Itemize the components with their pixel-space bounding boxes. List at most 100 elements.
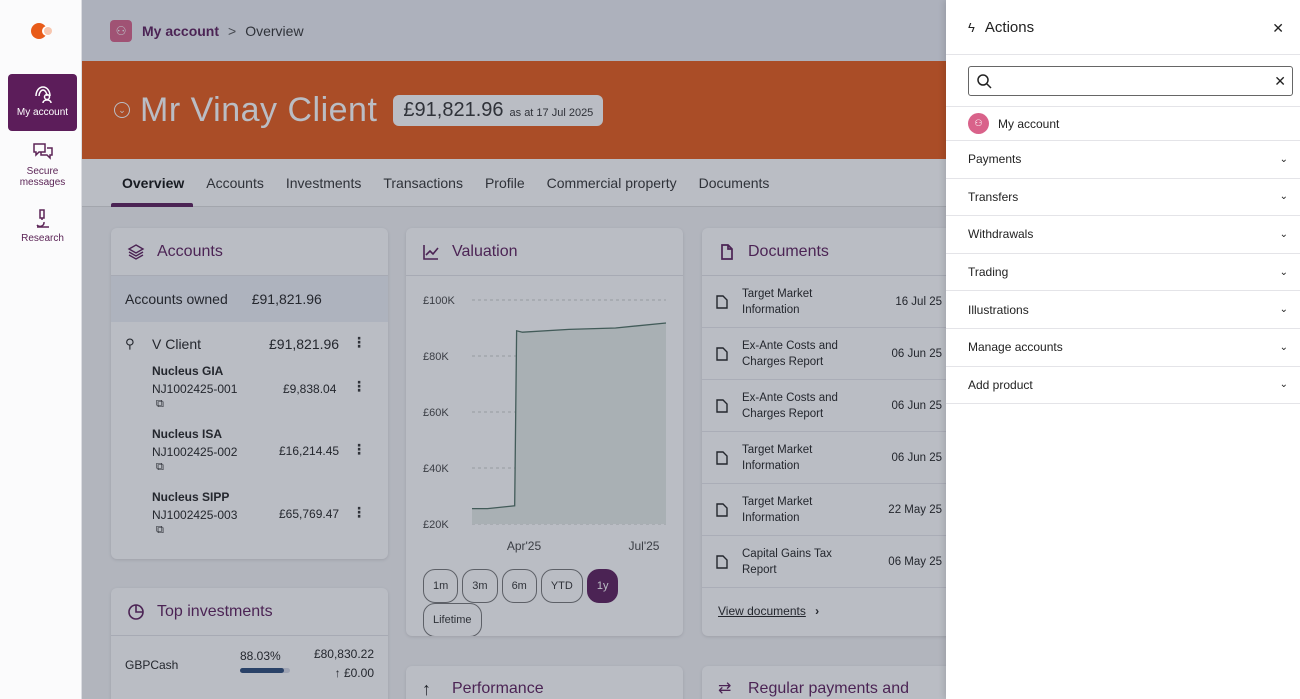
- tab-investments[interactable]: Investments: [285, 174, 362, 191]
- accounts-owned-label: Accounts owned: [125, 291, 228, 307]
- repeat-icon: ⇄: [718, 680, 732, 697]
- view-documents[interactable]: View documents ›: [702, 588, 946, 618]
- action-illustrations[interactable]: Illustrations ⌄: [946, 291, 1300, 329]
- chevron-down-icon: ⌄: [1279, 153, 1288, 165]
- account-id: NJ1002425-003: [152, 508, 238, 522]
- y-tick-label: £80K: [423, 351, 449, 363]
- list-item[interactable]: Nucleus GIA NJ1002425-001 £9,838.04 ⋮ ⧉: [111, 364, 388, 427]
- file-icon: [716, 554, 728, 569]
- list-item[interactable]: Target Market Information 06 Jun 25: [702, 432, 946, 484]
- layers-icon: [127, 243, 145, 260]
- close-icon[interactable]: ✕: [1272, 20, 1284, 36]
- list-item[interactable]: Ex-Ante Costs and Charges Report 06 Jun 2…: [702, 328, 946, 380]
- rail-item-my-account[interactable]: My account: [8, 74, 77, 131]
- period-ytd[interactable]: YTD: [540, 569, 583, 603]
- actions-panel: ϟ Actions ✕ ✕ ⚇ My account Payments ⌄ Tra…: [946, 0, 1300, 699]
- tab-documents[interactable]: Documents: [698, 174, 770, 191]
- holder-value: £91,821.96: [269, 336, 340, 352]
- y-tick-label: £60K: [423, 407, 449, 419]
- chat-bubbles-icon: [32, 143, 53, 160]
- tab-accounts[interactable]: Accounts: [206, 174, 264, 191]
- card-header: Accounts: [111, 228, 388, 276]
- client-header: ⌄ Mr Vinay Client £91,821.96 as at 17 Ju…: [82, 61, 946, 159]
- breadcrumb-current: Overview: [245, 22, 304, 39]
- list-item[interactable]: Target Market Information 22 May 25: [702, 484, 946, 536]
- file-icon: [716, 502, 728, 517]
- copy-icon[interactable]: ⧉: [156, 461, 164, 473]
- document-title: Target Market Information: [742, 495, 813, 524]
- microscope-icon: [35, 209, 49, 228]
- my-account-label: My account: [998, 116, 1060, 131]
- accounts-card: Accounts Accounts owned £91,821.96 ⚲ V C…: [111, 228, 388, 559]
- accounts-owned-value: £91,821.96: [251, 291, 322, 307]
- action-label: Add product: [968, 377, 1033, 392]
- action-payments[interactable]: Payments ⌄: [946, 141, 1300, 179]
- list-item[interactable]: Nucleus ISA NJ1002425-002 £16,214.45 ⋮ ⧉: [111, 427, 388, 490]
- action-add-product[interactable]: Add product ⌄: [946, 367, 1300, 405]
- action-label: Manage accounts: [968, 340, 1063, 355]
- series-line: [472, 322, 667, 510]
- performance-card: ↑ Performance: [406, 666, 683, 699]
- period-1y[interactable]: 1y: [586, 569, 619, 603]
- clear-search-icon[interactable]: ✕: [1274, 73, 1286, 89]
- user-icon: ⚲: [125, 336, 135, 351]
- more-icon[interactable]: ⋮: [352, 441, 366, 457]
- tab-commercial-property[interactable]: Commercial property: [546, 174, 677, 191]
- action-trading[interactable]: Trading ⌄: [946, 254, 1300, 292]
- document-date: 06 May 25: [888, 555, 942, 568]
- line-chart-icon: [423, 244, 439, 260]
- account-badge-icon: ⚇: [110, 19, 132, 42]
- my-account-item[interactable]: ⚇ My account: [946, 107, 1300, 141]
- more-icon[interactable]: ⋮: [352, 504, 366, 520]
- more-icon[interactable]: ⋮: [352, 378, 366, 394]
- table-row[interactable]: GBPCash 88.03% £80,830.22 ↑ £0.00: [111, 636, 388, 696]
- x-tick-label: Jul'25: [629, 539, 660, 553]
- document-title: Ex-Ante Costs and Charges Report: [742, 339, 838, 368]
- account-id: NJ1002425-002: [152, 445, 238, 459]
- documents-card: Documents Target Market Information 16 Ju…: [702, 228, 946, 636]
- breadcrumb-link[interactable]: My account: [142, 22, 220, 39]
- rail-item-label: Research: [21, 233, 64, 244]
- brand-logo-icon[interactable]: [30, 22, 54, 40]
- action-transfers[interactable]: Transfers ⌄: [946, 179, 1300, 217]
- file-icon: [716, 398, 728, 413]
- tab-transactions[interactable]: Transactions: [383, 174, 463, 191]
- document-title: Capital Gains Tax Report: [742, 547, 832, 576]
- list-item[interactable]: Nucleus SIPP NJ1002425-003 £65,769.47 ⋮ …: [111, 490, 388, 553]
- action-withdrawals[interactable]: Withdrawals ⌄: [946, 216, 1300, 254]
- tab-profile[interactable]: Profile: [484, 174, 525, 191]
- x-tick-label: Apr'25: [507, 539, 542, 553]
- period-6m[interactable]: 6m: [501, 569, 537, 603]
- tab-bar: Overview Accounts Investments Transactio…: [82, 159, 946, 207]
- chevron-right-icon: ›: [815, 604, 820, 618]
- chevron-down-icon[interactable]: ⌄: [114, 102, 130, 118]
- modal-backdrop[interactable]: [82, 0, 946, 699]
- list-item[interactable]: Ex-Ante Costs and Charges Report 06 Jun 2…: [702, 380, 946, 432]
- action-manage-accounts[interactable]: Manage accounts ⌄: [946, 329, 1300, 367]
- period-lifetime[interactable]: Lifetime: [423, 603, 482, 636]
- account-name: Nucleus SIPP: [152, 490, 230, 504]
- list-item[interactable]: Capital Gains Tax Report 06 May 25: [702, 536, 946, 588]
- left-rail: My account Secure messages Research: [0, 0, 82, 699]
- tab-overview[interactable]: Overview: [122, 174, 185, 191]
- client-name: Mr Vinay Client: [140, 90, 378, 129]
- search-box: ✕: [968, 66, 1293, 96]
- card-header: Top investments: [111, 588, 388, 636]
- more-icon[interactable]: ⋮: [352, 334, 366, 350]
- rail-item-secure-messages[interactable]: Secure messages: [8, 141, 77, 191]
- file-icon: [716, 294, 728, 309]
- document-icon: [721, 243, 733, 260]
- search-input[interactable]: [969, 67, 1292, 95]
- view-documents-link[interactable]: View documents: [718, 604, 806, 618]
- file-icon: [716, 346, 728, 361]
- chevron-down-icon: ⌄: [1279, 228, 1288, 240]
- document-date: 16 Jul 25: [895, 295, 942, 308]
- y-tick-label: £40K: [423, 463, 449, 475]
- rail-item-research[interactable]: Research: [8, 208, 77, 248]
- card-header: Documents: [702, 228, 946, 276]
- copy-icon[interactable]: ⧉: [156, 398, 164, 410]
- investment-pct-bar: [240, 668, 290, 673]
- list-item[interactable]: Target Market Information 16 Jul 25: [702, 276, 946, 328]
- copy-icon[interactable]: ⧉: [156, 524, 164, 536]
- card-header: Valuation: [406, 228, 683, 276]
